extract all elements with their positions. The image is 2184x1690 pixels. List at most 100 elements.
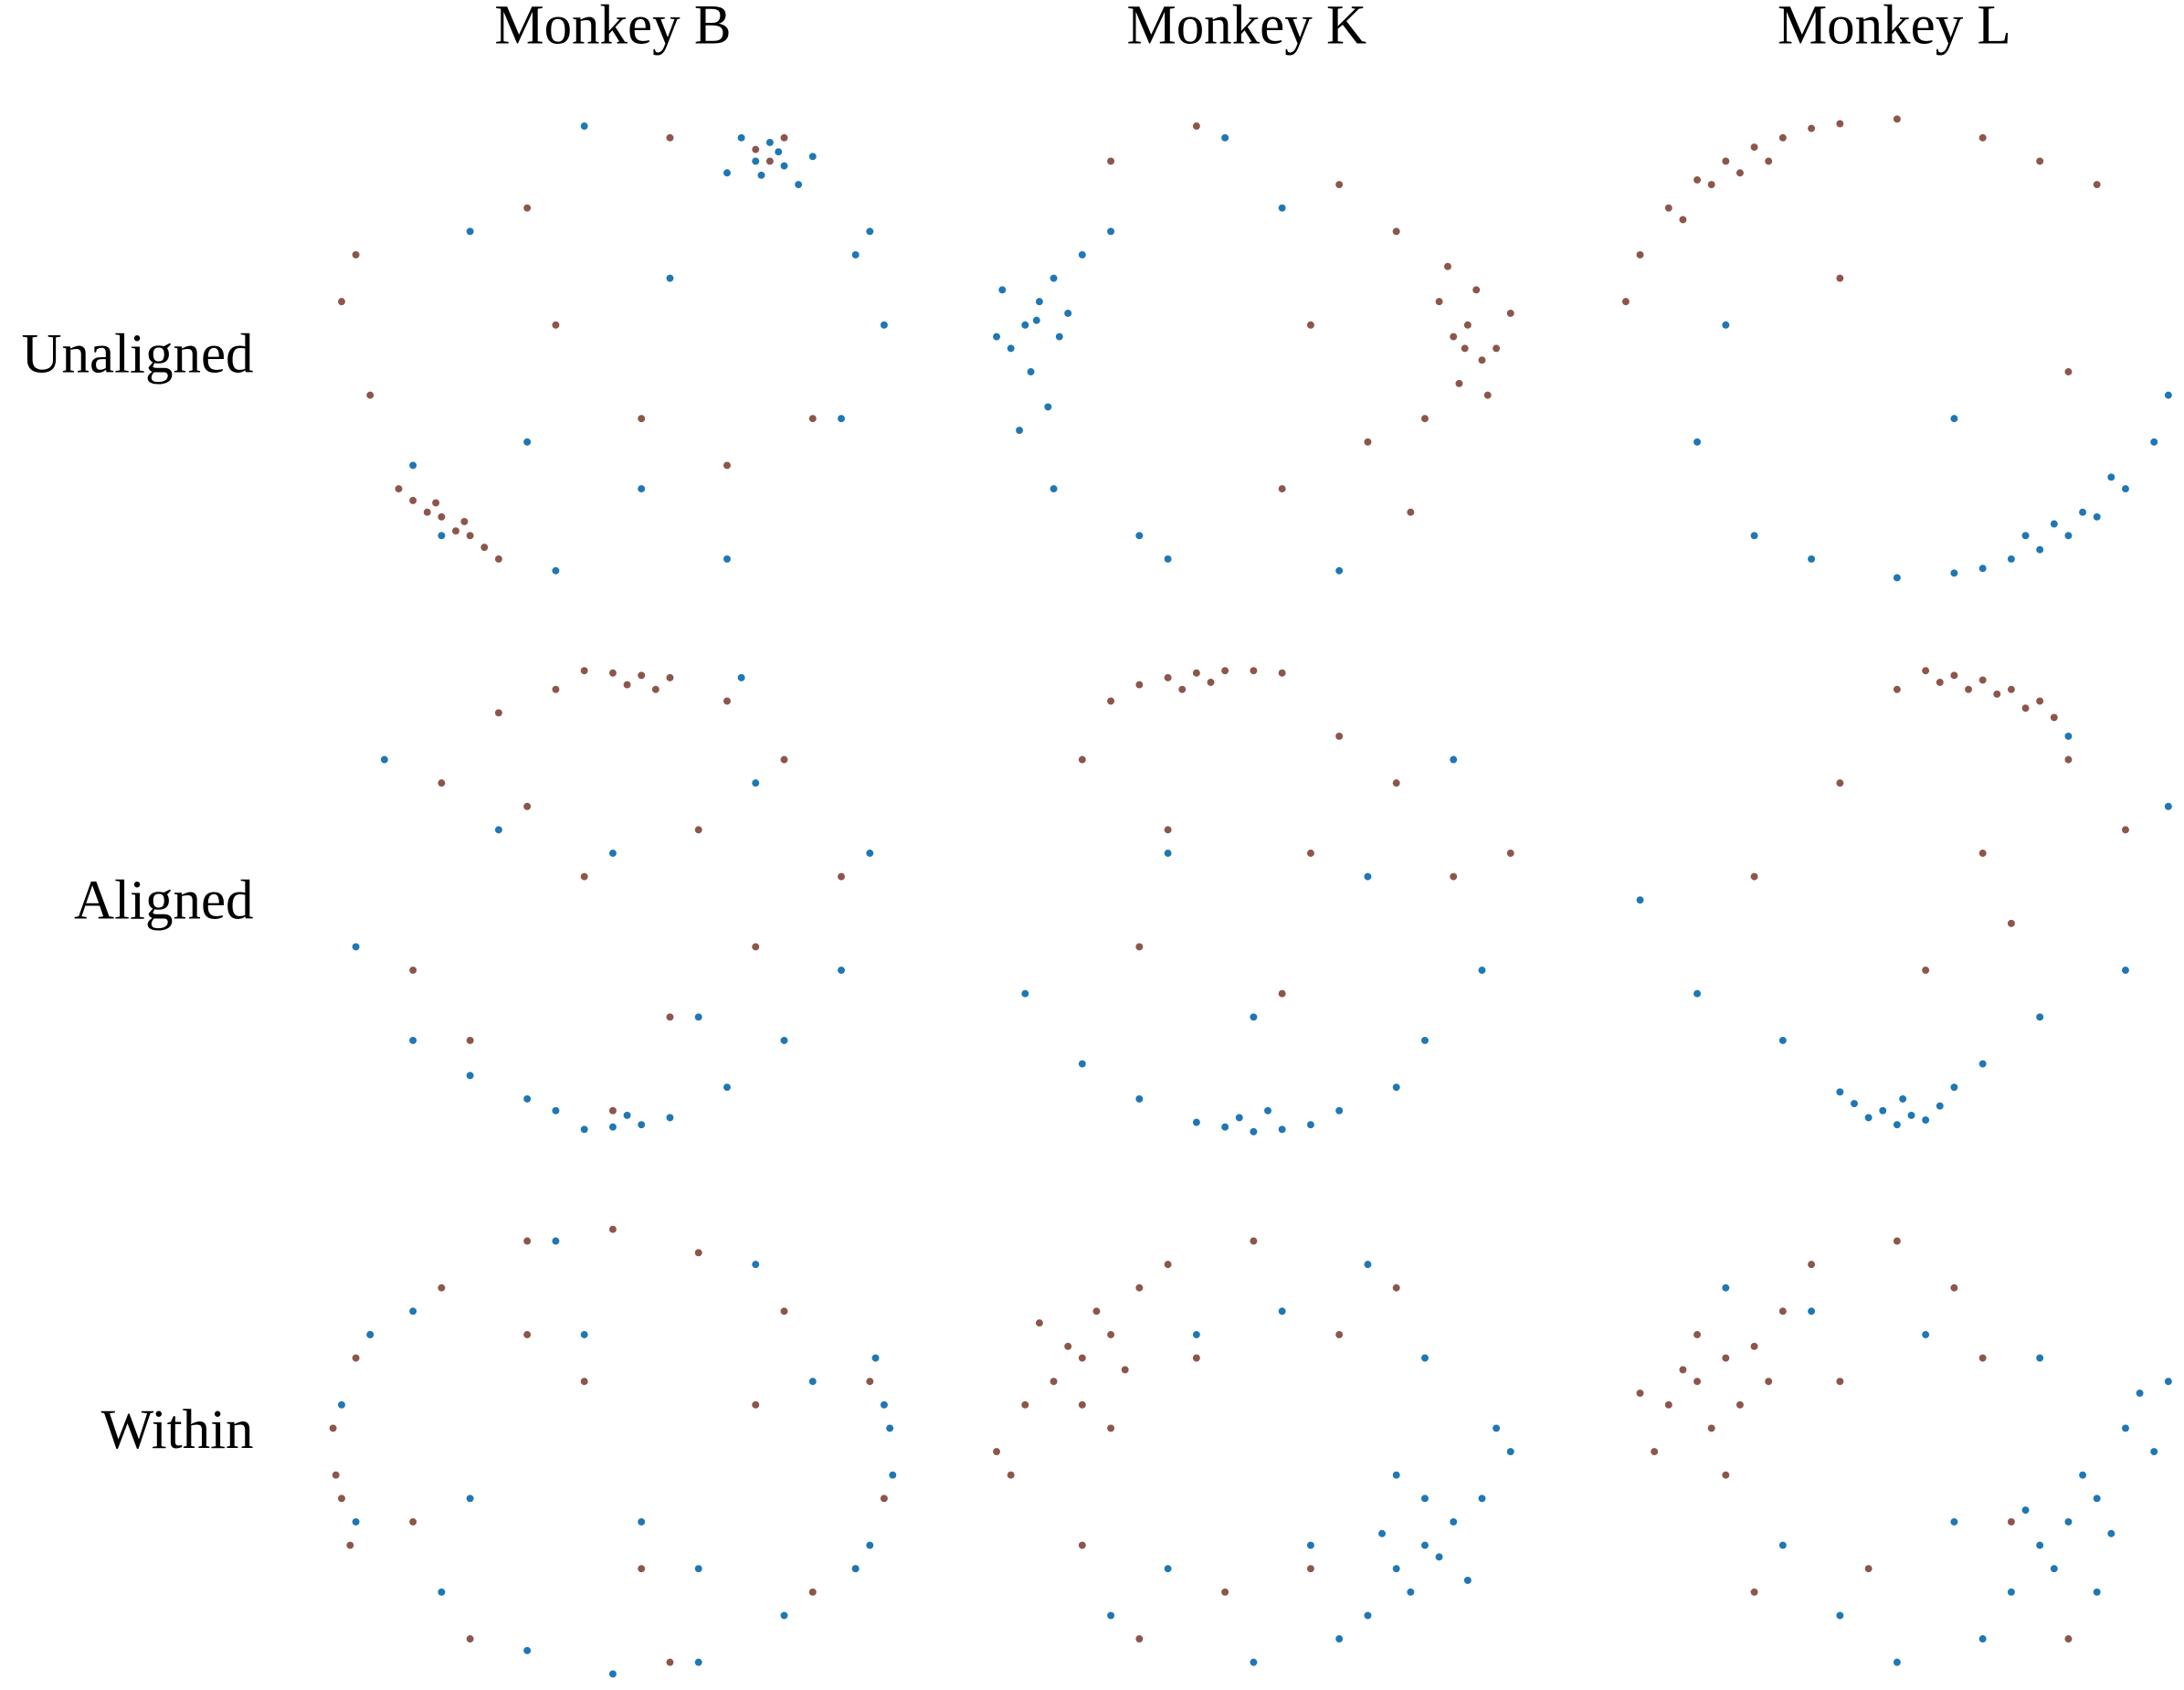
scatter-point	[765, 138, 774, 146]
scatter-point	[757, 171, 765, 179]
scatter-point	[1679, 1366, 1687, 1374]
scatter-point	[409, 1036, 417, 1044]
scatter-point	[1192, 122, 1200, 130]
scatter-point	[752, 779, 760, 787]
scatter-point	[1664, 1400, 1672, 1409]
scatter-point	[466, 1072, 474, 1080]
scatter-point	[1078, 250, 1086, 259]
scatter-point	[1936, 679, 1944, 686]
scatter-point	[1335, 1106, 1344, 1114]
scatter-point	[552, 685, 560, 693]
scatter-point	[2121, 485, 2129, 493]
scatter-point	[2079, 1471, 2087, 1479]
scatter-point	[352, 943, 360, 951]
scatter-point	[723, 555, 731, 563]
scatter-point	[2093, 1495, 2101, 1503]
scatter-point	[1092, 1307, 1101, 1315]
scatter-point	[1808, 124, 1816, 132]
scatter-point	[2121, 826, 2129, 834]
scatter-point	[580, 872, 588, 881]
scatter-point	[1107, 227, 1115, 236]
scatter-point	[1392, 1565, 1400, 1573]
scatter-point	[1778, 1541, 1787, 1549]
scatter-point	[366, 391, 375, 399]
scatter-point	[466, 227, 474, 236]
scatter-point	[866, 1541, 874, 1549]
scatter-point	[438, 779, 446, 787]
scatter-point	[1392, 1471, 1400, 1479]
scatter-point	[1164, 1261, 1172, 1269]
scatter-point	[1950, 1283, 1958, 1292]
scatter-point	[1664, 204, 1672, 212]
scatter-point	[1064, 1342, 1072, 1350]
scatter-point	[2107, 473, 2115, 481]
scatter-point	[808, 1588, 817, 1596]
scatter-point	[1965, 685, 1972, 693]
scatter-point	[352, 1517, 360, 1526]
scatter-point	[2036, 1541, 2044, 1549]
scatter-point	[666, 673, 674, 681]
scatter-point	[1164, 673, 1172, 681]
scatter-point	[1235, 1114, 1243, 1122]
scatter-point	[1679, 216, 1687, 224]
scatter-point	[2021, 704, 2030, 713]
scatter-point	[1164, 555, 1172, 563]
scatter-point	[1808, 1307, 1816, 1315]
scatter-point	[1621, 298, 1630, 306]
scatter-point	[623, 1111, 631, 1119]
scatter-point	[1007, 344, 1015, 353]
scatter-point	[2064, 532, 2073, 540]
scatter-point	[580, 667, 588, 675]
scatter-point	[2136, 1389, 2144, 1398]
scatter-point	[1121, 1366, 1129, 1374]
scatter-point	[346, 1541, 354, 1549]
scatter-point	[1164, 1565, 1172, 1573]
scatter-point	[1420, 415, 1429, 423]
scatter-point	[1707, 181, 1715, 189]
scatter-point	[880, 1495, 888, 1503]
scatter-point	[1750, 532, 1758, 540]
scatter-point	[1021, 989, 1029, 998]
scatter-point	[1050, 485, 1058, 493]
scatter-point	[608, 1225, 617, 1233]
scatter-point	[1420, 1354, 1429, 1362]
scatter-point	[1407, 1588, 1415, 1596]
scatter-point	[2064, 1517, 2073, 1526]
scatter-point	[1107, 1331, 1115, 1338]
scatter-point	[1078, 1060, 1086, 1068]
scatter-point	[1736, 1400, 1744, 1409]
scatter-point	[1836, 1611, 1844, 1620]
scatter-point	[1078, 755, 1086, 764]
scatter-point	[1778, 1307, 1787, 1315]
scatter-point	[993, 333, 1001, 341]
scatter-point	[2164, 391, 2172, 399]
row-label: Unaligned	[21, 324, 253, 386]
scatter-point	[638, 1121, 646, 1129]
scatter-point	[1392, 1283, 1400, 1292]
scatter-point	[494, 826, 502, 834]
scatter-point	[438, 532, 446, 540]
scatter-point	[2064, 368, 2073, 375]
scatter-point	[752, 145, 760, 153]
scatter-point	[1264, 1106, 1271, 1114]
scatter-point	[1893, 685, 1901, 693]
scatter-point	[1506, 850, 1514, 857]
scatter-point	[2093, 512, 2101, 521]
scatter-point	[1021, 321, 1029, 329]
scatter-point	[1306, 850, 1314, 857]
scatter-point	[552, 566, 560, 575]
scatter-point	[1306, 1121, 1314, 1129]
scatter-point	[452, 527, 459, 535]
scatter-point	[1135, 943, 1144, 951]
scatter-point	[1107, 697, 1115, 705]
scatter-point	[1950, 1517, 1958, 1526]
scatter-point	[480, 544, 489, 552]
scatter-point	[1435, 298, 1443, 306]
scatter-point	[608, 669, 617, 677]
scatter-point	[651, 685, 659, 693]
scatter-point	[2150, 438, 2158, 446]
scatter-point	[1443, 262, 1451, 270]
scatter-point	[866, 850, 874, 857]
scatter-point	[1978, 133, 1987, 142]
